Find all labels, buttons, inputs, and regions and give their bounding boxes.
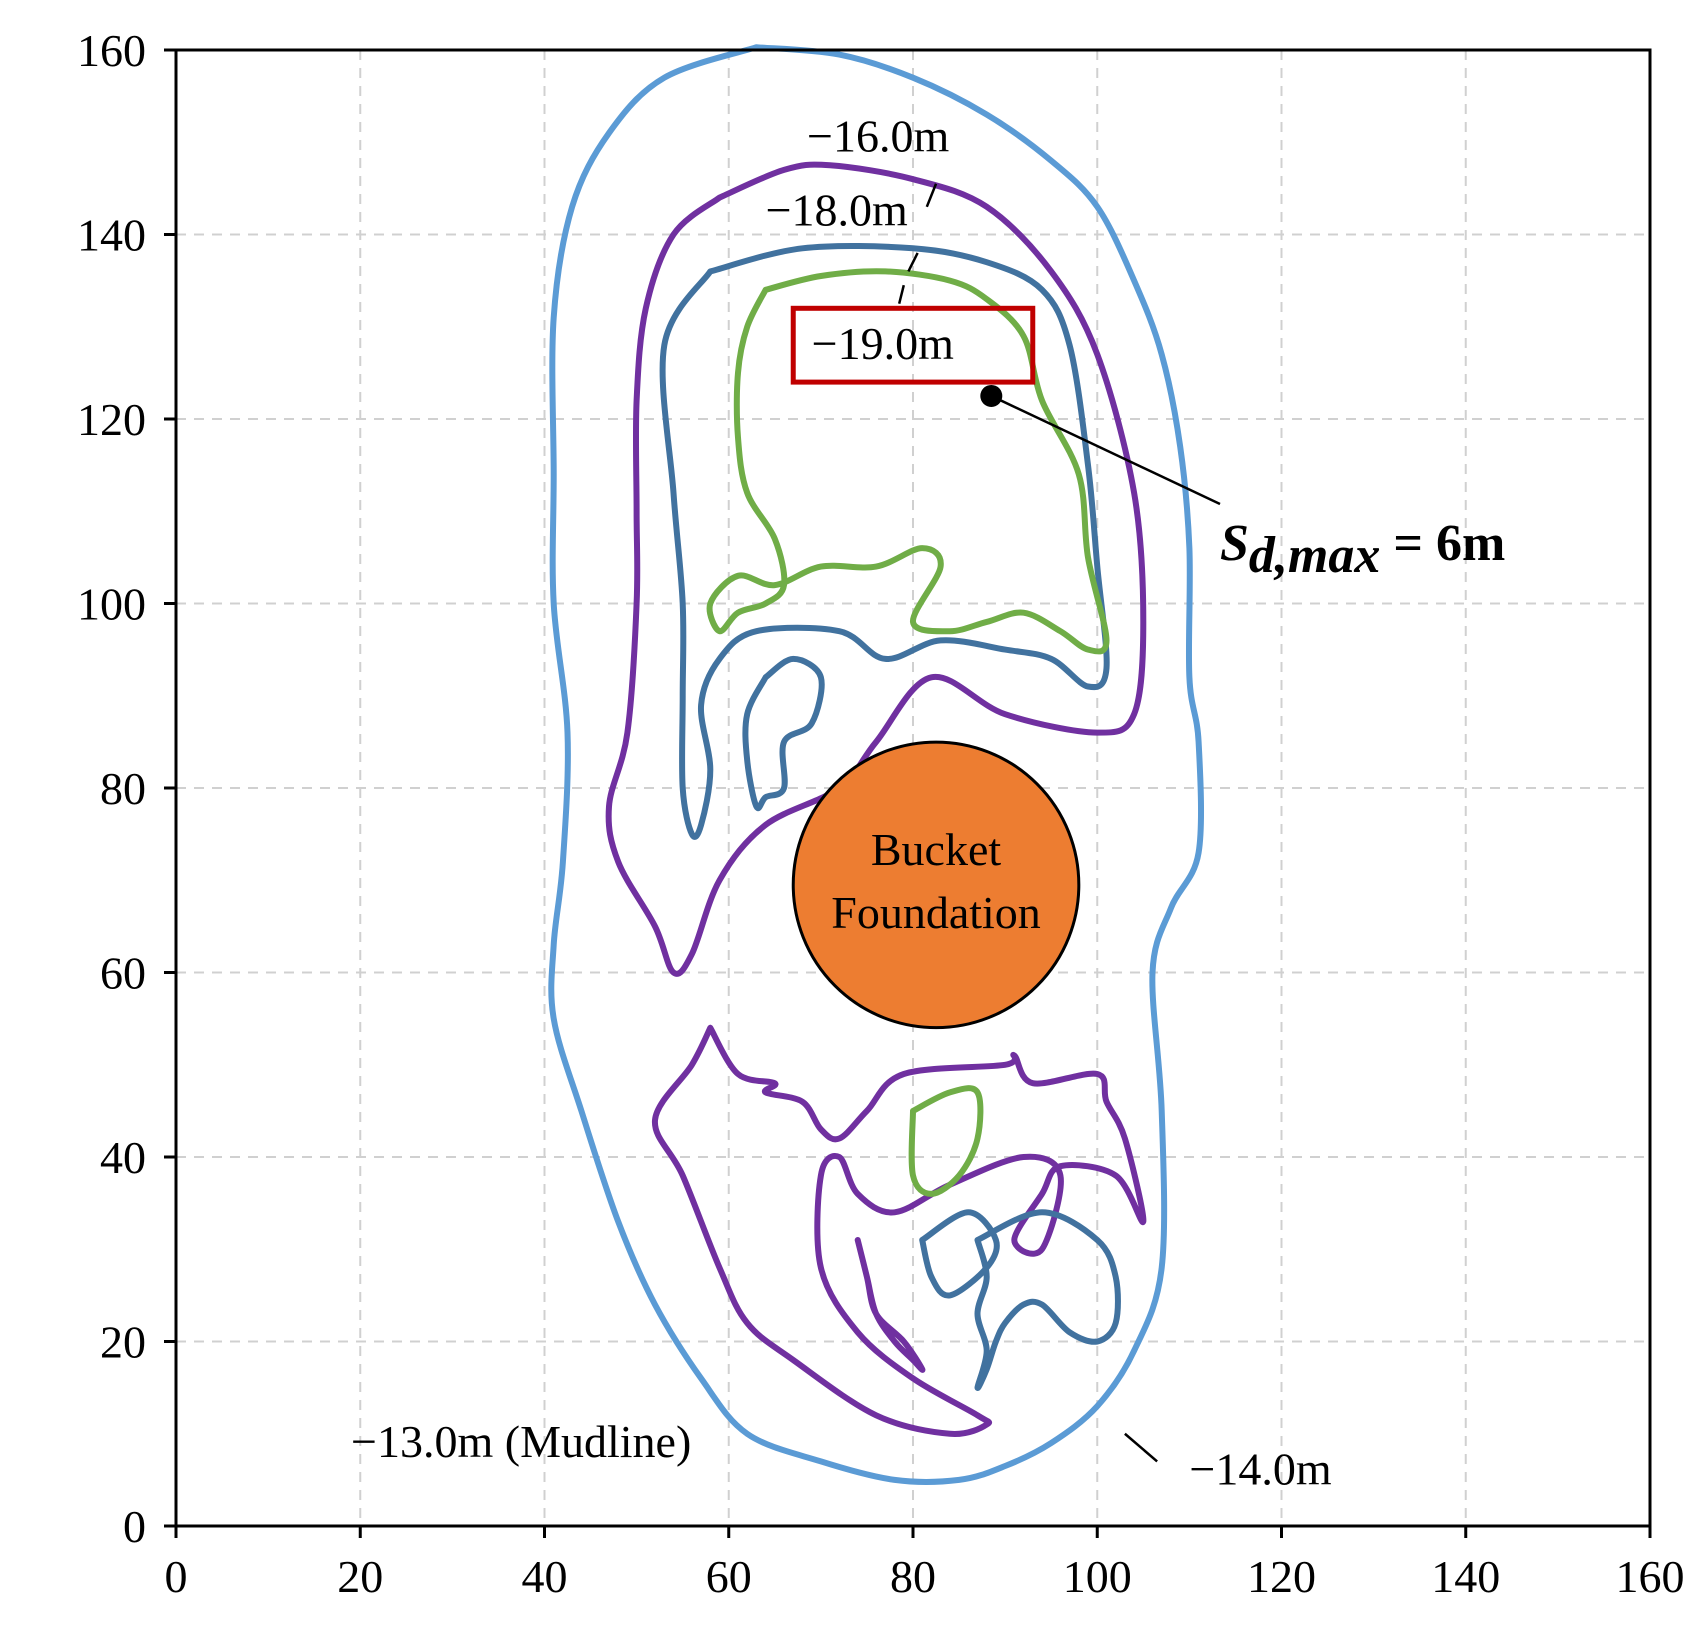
y-tick-label: 0: [123, 1501, 146, 1552]
max-settlement-marker: Sd,max = 6m: [980, 384, 1505, 584]
annotation-leader: [1124, 1432, 1158, 1463]
x-tick-label: 100: [1063, 1551, 1132, 1602]
contour-annotation: −18.0m: [766, 184, 908, 235]
y-tick-label: 20: [100, 1317, 146, 1368]
y-tick-label: 80: [100, 763, 146, 814]
contour-annotation: −13.0m (Mudline): [351, 1416, 691, 1467]
contour-annotation: −16.0m: [807, 110, 949, 161]
x-tick-label: 40: [522, 1551, 568, 1602]
bucket-label: Bucket: [871, 824, 1002, 875]
y-tick-label: 60: [100, 948, 146, 999]
contour-line: [651, 1024, 1147, 1437]
contour-line: [742, 655, 825, 812]
x-tick-label: 120: [1247, 1551, 1316, 1602]
x-tick-label: 160: [1616, 1551, 1685, 1602]
contour-series-2: [659, 242, 1121, 1392]
contour-annotation: −14.0m: [1189, 1443, 1331, 1494]
axes: 0 20 40 60 80 100 120 140 160 0 20 40 60 80 100 120 140 1…: [77, 25, 1685, 1602]
bucket-foundation: Bucket Foundation: [791, 740, 1081, 1030]
annotation-leader: [925, 183, 938, 208]
marker-leader-line: [990, 394, 1221, 506]
y-tick-label: 100: [77, 579, 146, 630]
x-tick-label: 140: [1431, 1551, 1500, 1602]
highlight-box-layer: [790, 305, 1036, 385]
contour-line: [974, 1209, 1121, 1392]
x-tick-label: 20: [337, 1551, 383, 1602]
contour-series-0: [548, 44, 1205, 1485]
contour-series-3: [706, 268, 1110, 1197]
y-tick-label: 160: [77, 25, 146, 76]
contour-line: [854, 1237, 926, 1373]
x-tick-label: 80: [890, 1551, 936, 1602]
contour-annotation: −19.0m: [812, 318, 954, 369]
marker-dot: [980, 384, 1003, 407]
bucket-circle: [791, 740, 1081, 1030]
annotation-leader: [897, 284, 906, 304]
highlight-box: [790, 305, 1036, 385]
contour-line: [659, 242, 1110, 840]
annotation-leader: [907, 252, 919, 272]
contour-annotations: −16.0m −18.0m −19.0m −13.0m (Mudline) −14.0m: [351, 110, 1332, 1494]
contour-line: [548, 44, 1205, 1485]
y-tick-label: 120: [77, 394, 146, 445]
y-tick-label: 40: [100, 1132, 146, 1183]
y-tick-label: 140: [77, 210, 146, 261]
x-tick-label: 0: [165, 1551, 188, 1602]
x-tick-label: 60: [706, 1551, 752, 1602]
contour-line: [706, 268, 1110, 655]
bucket-label: Foundation: [831, 887, 1041, 938]
marker-label: Sd,max = 6m: [1220, 515, 1505, 584]
contour-line: [908, 1085, 984, 1197]
